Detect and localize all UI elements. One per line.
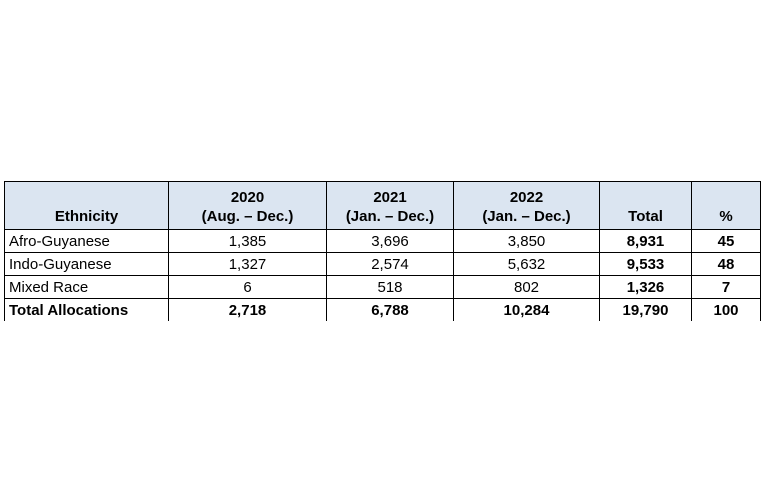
cell-2022: 5,632	[453, 252, 600, 276]
cell-total: 8,931	[599, 229, 692, 253]
cell-total: 1,326	[599, 275, 692, 299]
allocations-table: Ethnicity 2020 (Aug. – Dec.) 2021 (Jan. …	[4, 181, 761, 321]
header-percent: %	[691, 181, 761, 230]
cell-2022: 802	[453, 275, 600, 299]
header-2021: 2021 (Jan. – Dec.)	[326, 181, 454, 230]
cell-2021: 6,788	[326, 298, 454, 321]
table-row-total: Total Allocations 2,718 6,788 10,284 19,…	[4, 298, 761, 321]
cell-ethnicity: Indo-Guyanese	[4, 252, 169, 276]
table-row: Mixed Race 6 518 802 1,326 7	[4, 275, 761, 299]
table-row: Afro-Guyanese 1,385 3,696 3,850 8,931 45	[4, 229, 761, 253]
cell-2021: 3,696	[326, 229, 454, 253]
cell-2022: 10,284	[453, 298, 600, 321]
cell-total: 19,790	[599, 298, 692, 321]
cell-percent: 48	[691, 252, 761, 276]
cell-2022: 3,850	[453, 229, 600, 253]
cell-ethnicity: Total Allocations	[4, 298, 169, 321]
cell-total: 9,533	[599, 252, 692, 276]
table-header: Ethnicity 2020 (Aug. – Dec.) 2021 (Jan. …	[4, 181, 761, 230]
header-row: Ethnicity 2020 (Aug. – Dec.) 2021 (Jan. …	[4, 181, 761, 230]
cell-ethnicity: Afro-Guyanese	[4, 229, 169, 253]
cell-percent: 7	[691, 275, 761, 299]
cell-2020: 1,327	[168, 252, 327, 276]
cell-2021: 518	[326, 275, 454, 299]
table-body: Afro-Guyanese 1,385 3,696 3,850 8,931 45…	[4, 229, 761, 321]
header-ethnicity: Ethnicity	[4, 181, 169, 230]
cell-2020: 6	[168, 275, 327, 299]
header-total: Total	[599, 181, 692, 230]
cell-2021: 2,574	[326, 252, 454, 276]
cell-2020: 1,385	[168, 229, 327, 253]
cell-percent: 100	[691, 298, 761, 321]
cell-2020: 2,718	[168, 298, 327, 321]
header-2020: 2020 (Aug. – Dec.)	[168, 181, 327, 230]
cell-ethnicity: Mixed Race	[4, 275, 169, 299]
header-2022: 2022 (Jan. – Dec.)	[453, 181, 600, 230]
cell-percent: 45	[691, 229, 761, 253]
table-row: Indo-Guyanese 1,327 2,574 5,632 9,533 48	[4, 252, 761, 276]
